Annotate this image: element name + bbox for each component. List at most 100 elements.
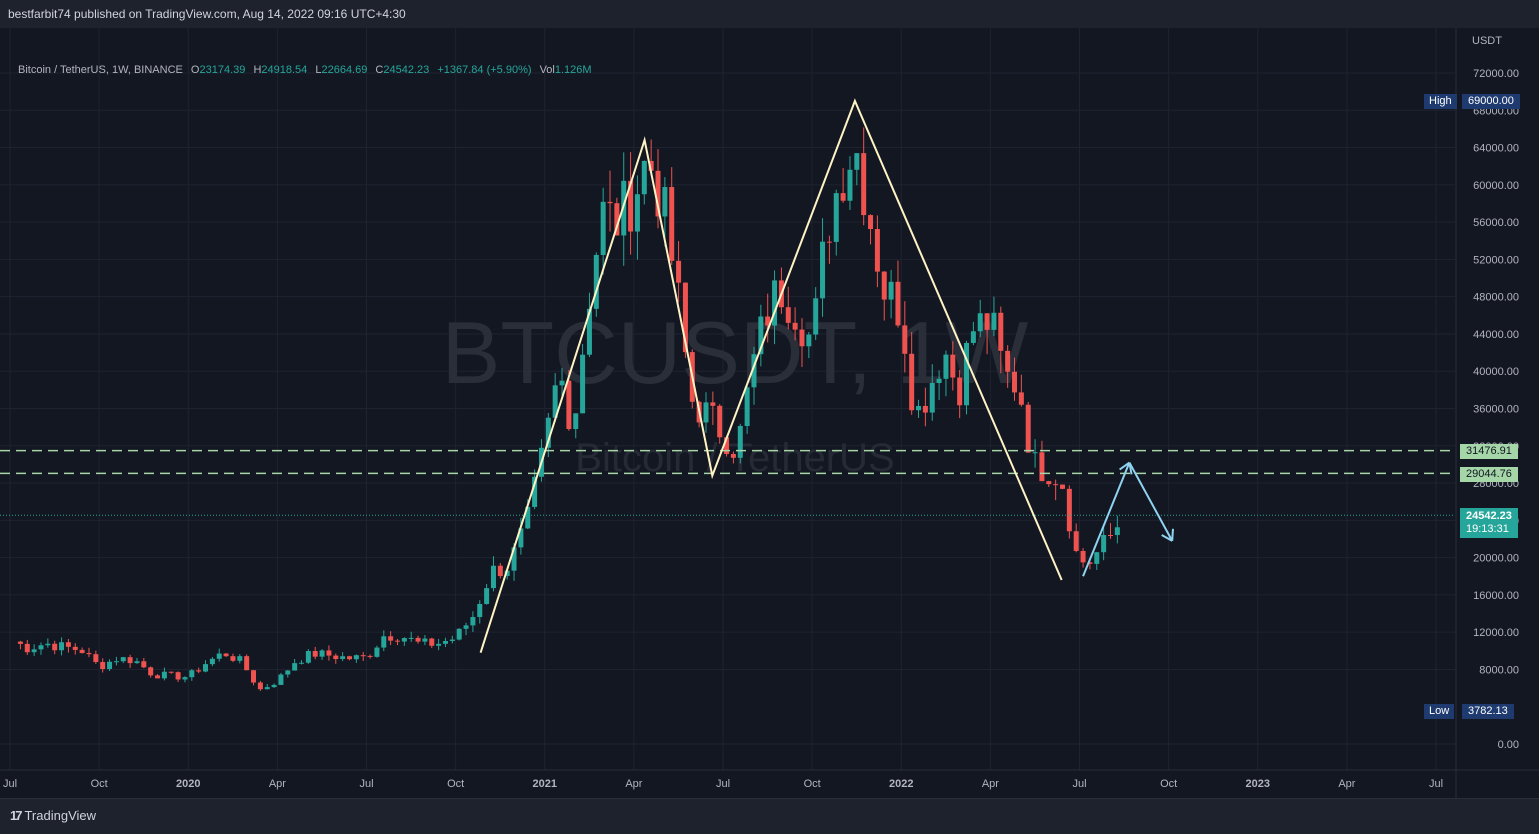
candle-body xyxy=(415,637,421,642)
candle xyxy=(299,660,305,665)
candle xyxy=(1025,402,1031,453)
candle-body xyxy=(957,377,963,406)
candle-body xyxy=(1039,452,1045,482)
candle xyxy=(360,652,366,662)
level-lower-tag: 29044.76 xyxy=(1460,467,1518,482)
y-tick-label: 72000.00 xyxy=(1473,68,1519,80)
chart-canvas[interactable]: BTCUSDT, 1W Bitcoin / TetherUS 0.00 8000.… xyxy=(0,28,1539,798)
candle-body xyxy=(744,387,750,426)
candle-body xyxy=(216,653,222,659)
candle xyxy=(141,657,147,669)
candle-body xyxy=(278,674,284,685)
candle xyxy=(408,631,414,642)
candle xyxy=(895,260,901,328)
candle-body xyxy=(470,617,476,626)
candle-body xyxy=(922,405,928,413)
x-tick-label: Jul xyxy=(1072,778,1086,790)
candle xyxy=(312,646,318,660)
y-tick-label: 40000.00 xyxy=(1473,366,1519,378)
candle xyxy=(744,385,750,434)
chart-area[interactable]: BTCUSDT, 1W Bitcoin / TetherUS 0.00 8000.… xyxy=(0,28,1539,798)
y-tick-label: 20000.00 xyxy=(1473,553,1519,565)
candle-body xyxy=(45,643,51,646)
candle-body xyxy=(545,417,551,448)
candle-body xyxy=(209,658,215,665)
candle-body xyxy=(175,672,181,680)
candle-body xyxy=(936,378,942,383)
candle-body xyxy=(881,271,887,300)
candle-body xyxy=(436,643,442,646)
legend-high-label: H xyxy=(253,64,262,76)
candle xyxy=(970,321,976,346)
candle-body xyxy=(717,405,723,438)
candle-body xyxy=(1073,531,1079,551)
x-tick-label: 2021 xyxy=(533,778,557,790)
candle xyxy=(456,628,462,641)
last-price-value: 24542.23 xyxy=(1466,510,1512,522)
legend-volume-label: Vol xyxy=(539,64,555,76)
legend-low-label: L xyxy=(315,64,322,76)
tradingview-logo[interactable]: 17 TradingView xyxy=(10,808,96,823)
high-tag-label: High xyxy=(1429,95,1452,107)
candle-body xyxy=(141,661,147,668)
candle xyxy=(203,660,209,673)
y-tick-label: 36000.00 xyxy=(1473,404,1519,416)
x-tick-label: Jul xyxy=(359,778,373,790)
candle-body xyxy=(820,241,826,299)
candle-body xyxy=(682,282,688,353)
candle xyxy=(792,307,798,341)
candle xyxy=(1005,345,1011,388)
high-value-tag: 69000.00 xyxy=(1462,94,1520,109)
candle-body xyxy=(429,638,435,646)
candle xyxy=(676,241,682,303)
candle-body xyxy=(984,313,990,330)
last-price-tag: 24542.23 19:13:31 xyxy=(1460,508,1518,538)
candle-body xyxy=(251,670,257,683)
candle-body xyxy=(38,645,44,650)
candle-body xyxy=(614,203,620,236)
candle xyxy=(107,659,113,671)
candle-body xyxy=(1018,392,1024,405)
candle xyxy=(566,369,572,431)
candle-body xyxy=(100,662,106,669)
x-tick-label: Apr xyxy=(1338,778,1355,790)
candle-body xyxy=(367,655,373,657)
candle xyxy=(772,270,778,345)
x-tick-label: Apr xyxy=(269,778,286,790)
candle xyxy=(340,652,346,662)
candle xyxy=(86,647,92,658)
legend-close: 24542.23 xyxy=(383,64,430,76)
candle-body xyxy=(477,603,483,618)
candle-body xyxy=(964,342,970,406)
candle-body xyxy=(374,647,380,657)
x-tick-label: Jul xyxy=(716,778,730,790)
candle-body xyxy=(586,308,592,355)
y-tick-label: 60000.00 xyxy=(1473,180,1519,192)
candle-body xyxy=(1059,484,1065,489)
candle xyxy=(216,648,222,662)
price-axis: 0.008000.0012000.0016000.0020000.0024000… xyxy=(1455,28,1519,798)
candle xyxy=(257,680,263,692)
candle-body xyxy=(511,547,517,571)
candle xyxy=(319,649,325,660)
candle xyxy=(1073,523,1079,553)
candle xyxy=(826,235,832,264)
candle-body xyxy=(72,646,78,650)
grid xyxy=(0,28,1455,770)
candle-body xyxy=(970,331,976,343)
candle xyxy=(607,170,613,232)
candle-body xyxy=(230,656,236,661)
candle-body xyxy=(401,638,407,642)
candle-body xyxy=(65,642,71,647)
candle xyxy=(52,640,58,655)
double-top xyxy=(479,98,1063,653)
candle-body xyxy=(134,661,140,664)
legend-open-label: O xyxy=(190,64,200,76)
candle xyxy=(422,635,428,646)
candle xyxy=(223,653,229,658)
publish-info: bestfarbit74 published on TradingView.co… xyxy=(8,7,406,21)
candle-body xyxy=(730,454,736,458)
candle xyxy=(545,412,551,458)
candles xyxy=(17,127,1120,692)
candle xyxy=(916,399,922,418)
